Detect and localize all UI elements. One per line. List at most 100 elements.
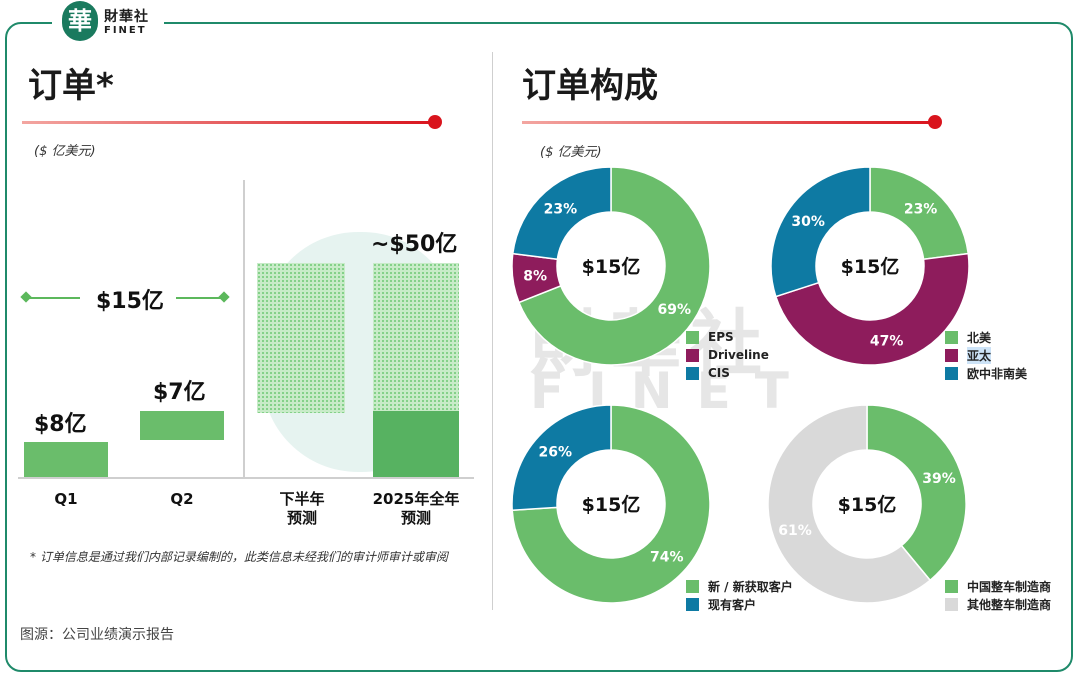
legend-swatch: [945, 597, 958, 611]
reference-line-left: [26, 297, 80, 299]
legend-swatch: [945, 348, 958, 362]
footnote: * 订单信息是通过我们内部记录编制的，此类信息未经我们的审计师审计或审阅: [30, 550, 448, 564]
donut-center-label: $15亿: [838, 493, 897, 516]
panel-divider: [492, 52, 493, 610]
legend-item: 中国整车制造商: [945, 577, 1051, 595]
composition-underline: [522, 121, 936, 124]
legend-label: 欧中非南美: [967, 366, 1028, 381]
x-axis-baseline: [18, 477, 474, 479]
legend-label: 中国整车制造商: [967, 579, 1052, 594]
legend-swatch: [945, 366, 958, 380]
legend-label: EPS: [708, 330, 734, 344]
reference-label: $15亿: [96, 289, 164, 314]
legend-label: 其他整车制造商: [967, 597, 1052, 612]
legend-segment: EPS Driveline CIS: [686, 328, 769, 382]
category-label-line: 预测: [400, 509, 431, 527]
donut-slice: [770, 166, 871, 298]
legend-label: CIS: [708, 366, 730, 380]
legend-item: 新 / 新获取客户: [686, 577, 793, 595]
donut-slice-label: 69%: [658, 302, 692, 318]
bar-q2: [140, 411, 224, 441]
donut-center-label: $15亿: [841, 255, 900, 278]
composition-title: 订单构成: [522, 66, 658, 106]
donut-slice: [869, 166, 970, 261]
donut-slice-label: 47%: [870, 334, 904, 350]
legend-region: 北美 亚太 欧中非南美: [945, 328, 1027, 382]
donut-slice: [511, 404, 612, 512]
legend-swatch: [686, 348, 699, 362]
brand-logo: 華 財華社 FINET: [52, 0, 164, 44]
logo-text-cn: 財華社: [104, 9, 149, 25]
donut-segment-chart: 69% 8% 23% $15亿: [511, 166, 711, 366]
donut-center-label: $15亿: [582, 493, 641, 516]
category-label-0: Q1: [42, 490, 90, 509]
title-underline-dot: [428, 115, 442, 129]
legend-item: Driveline: [686, 346, 769, 364]
forecast-separator: [243, 180, 245, 478]
donut-slice-label: 23%: [904, 202, 938, 218]
donut-slice: [511, 404, 711, 604]
orders-unit: ($ 亿美元): [34, 144, 96, 159]
orders-title: 订单*: [28, 66, 114, 106]
donut-slice-label: 8%: [523, 269, 547, 285]
legend-item: 欧中非南美: [945, 364, 1027, 382]
reference-line-right: [176, 297, 224, 299]
value-label-q2: $7亿: [153, 380, 206, 405]
watermark-text-en: FINET: [530, 362, 813, 420]
value-label-fy2025: ~$50亿: [371, 232, 458, 257]
legend-swatch: [686, 366, 699, 380]
category-label-3: 2025年全年 预测: [360, 490, 472, 528]
category-label-line: 下半年: [279, 490, 325, 508]
composition-unit: ($ 亿美元): [540, 145, 602, 160]
legend-item: EPS: [686, 328, 769, 346]
category-label-1: Q2: [158, 490, 206, 509]
logo-seal-icon: 華: [62, 1, 98, 41]
category-label-line: Q2: [170, 490, 194, 508]
donut-slice: [511, 166, 612, 261]
composition-underline-dot: [928, 115, 942, 129]
bar-fy2025-forecast: [373, 263, 459, 411]
logo-text-en: FINET: [104, 25, 147, 36]
legend-item: 其他整车制造商: [945, 595, 1051, 613]
legend-swatch: [686, 579, 699, 593]
donut-slice-label: 26%: [538, 445, 572, 461]
donut-customer-chart: 74% 26% $15亿: [511, 404, 711, 604]
legend-label: 北美: [967, 330, 992, 345]
category-label-line: 预测: [286, 509, 317, 527]
legend-label: Driveline: [708, 348, 769, 362]
bar-q1: [24, 442, 108, 477]
value-label-q1: $8亿: [34, 412, 87, 437]
legend-item: 现有客户: [686, 595, 793, 613]
donut-region-chart: 23% 47% 30% $15亿: [770, 166, 970, 366]
legend-label: 现有客户: [708, 597, 757, 612]
donut-slice: [866, 404, 967, 582]
donut-slice: [517, 166, 711, 366]
title-underline: [22, 121, 436, 124]
legend-oem: 中国整车制造商 其他整车制造商: [945, 577, 1051, 613]
legend-label: 亚太: [967, 346, 992, 364]
legend-item: 北美: [945, 328, 1027, 346]
legend-swatch: [945, 330, 958, 344]
donut-center-label: $15亿: [582, 255, 641, 278]
legend-customer: 新 / 新获取客户 现有客户: [686, 577, 793, 613]
bar-h2-forecast: [257, 263, 345, 413]
donut-slice-label: 61%: [778, 523, 812, 539]
legend-item: 亚太: [945, 346, 1027, 364]
legend-swatch: [686, 330, 699, 344]
donut-oem-chart: 39% 61% $15亿: [767, 404, 967, 604]
category-label-line: Q1: [54, 490, 78, 508]
donut-slice-label: 23%: [544, 202, 578, 218]
content-frame: [5, 22, 1073, 672]
category-label-line: 2025年全年: [372, 490, 460, 508]
legend-swatch: [945, 579, 958, 593]
source-note: 图源：公司业绩演示报告: [20, 627, 174, 643]
bar-fy2025-base: [373, 411, 459, 477]
donut-slice-label: 74%: [650, 549, 684, 565]
legend-label: 新 / 新获取客户: [708, 579, 793, 594]
category-label-2: 下半年 预测: [262, 490, 342, 528]
legend-swatch: [686, 597, 699, 611]
donut-slice: [767, 404, 932, 604]
legend-item: CIS: [686, 364, 769, 382]
donut-slice-label: 39%: [922, 471, 956, 487]
donut-slice-label: 30%: [791, 214, 825, 230]
